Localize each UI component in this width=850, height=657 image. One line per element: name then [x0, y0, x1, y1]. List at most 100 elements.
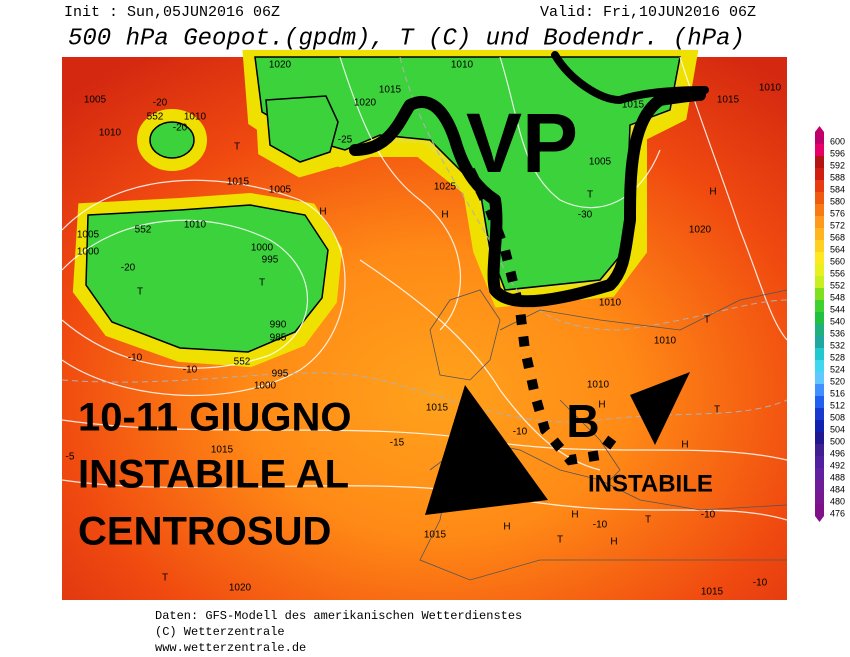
map-label: 990 — [270, 320, 287, 331]
arrow-triangle — [425, 385, 548, 515]
legend-swatch — [815, 336, 824, 348]
legend: 600 596 592 588 584 580 576 572 568 564 560 556 552 5… — [815, 126, 845, 522]
legend-swatch — [815, 228, 824, 240]
legend-label: 560 — [830, 256, 845, 266]
map-label: T — [137, 287, 143, 298]
legend-label: 568 — [830, 232, 845, 242]
legend-swatch — [815, 156, 824, 168]
legend-swatch — [815, 144, 824, 156]
legend-swatch — [815, 324, 824, 336]
legend-label: 532 — [830, 340, 845, 350]
map-label: H — [610, 537, 617, 548]
map-label: 1015 — [622, 100, 645, 111]
trough-line — [349, 89, 706, 308]
map-label: T — [557, 535, 563, 546]
legend-swatch — [815, 264, 824, 276]
map-label: 552 — [234, 357, 251, 368]
legend-swatch — [815, 300, 824, 312]
dotted-axis — [465, 167, 619, 466]
map-label: 1010 — [587, 380, 610, 391]
legend-label: 520 — [830, 376, 845, 386]
map-label: H — [441, 210, 448, 221]
map-label: H — [598, 400, 605, 411]
legend-label: 556 — [830, 268, 845, 278]
legend-swatch — [815, 504, 824, 516]
map-label: T — [587, 190, 593, 201]
map-label: 552 — [147, 112, 164, 123]
map-label: H — [709, 187, 716, 198]
map-label: 1010 — [99, 128, 122, 139]
note-line: 10-11 GIUGNO — [78, 396, 351, 440]
legend-swatch — [815, 444, 824, 456]
map-label: T — [234, 142, 240, 153]
map-label: 1020 — [269, 60, 292, 71]
legend-label: 476 — [830, 508, 845, 518]
map-label: 1020 — [354, 98, 377, 109]
legend-label: 524 — [830, 364, 845, 374]
map-label: -10 — [183, 365, 198, 376]
legend-swatch — [815, 204, 824, 216]
legend-label: 484 — [830, 484, 845, 494]
legend-label: 600 — [830, 136, 845, 146]
map-label: 1010 — [451, 60, 474, 71]
legend-swatch — [815, 216, 824, 228]
map-label: -15 — [390, 438, 405, 449]
temperature-lines — [61, 56, 788, 423]
legend-swatch — [815, 420, 824, 432]
map-label: 1015 — [379, 85, 402, 96]
map-label: 1000 — [254, 381, 277, 392]
legend-swatch — [815, 132, 824, 144]
legend-label: 508 — [830, 412, 845, 422]
map-label: 1020 — [229, 583, 252, 594]
legend-label: 572 — [830, 220, 845, 230]
legend-label: 528 — [830, 352, 845, 362]
legend-label: 584 — [830, 184, 845, 194]
map-label: 552 — [135, 225, 152, 236]
legend-swatch — [815, 468, 824, 480]
legend-swatch — [815, 180, 824, 192]
map-label: H — [681, 440, 688, 451]
note-line: CENTROSUD — [78, 510, 331, 554]
legend-label: 576 — [830, 208, 845, 218]
overlay-drawing: VP B 10-11 GIUGNO INSTABILE AL CENTROSUD… — [78, 51, 713, 554]
note-line: INSTABILE AL — [78, 453, 349, 497]
valid-time: Valid: Fri,10JUN2016 06Z — [540, 4, 756, 21]
footer-url: www.wetterzentrale.de — [155, 641, 306, 655]
instabile-label: INSTABILE — [588, 470, 713, 497]
map-label: 1010 — [184, 220, 207, 231]
legend-label: 504 — [830, 424, 845, 434]
legend-label: 596 — [830, 148, 845, 158]
legend-label: 580 — [830, 196, 845, 206]
legend-swatch — [815, 480, 824, 492]
legend-swatch — [815, 372, 824, 384]
legend-label: 588 — [830, 172, 845, 182]
map-label: 1010 — [184, 112, 207, 123]
legend-label: 564 — [830, 244, 845, 254]
map-label: 1000 — [251, 243, 274, 254]
map-label: 1010 — [599, 298, 622, 309]
map-label: T — [162, 573, 168, 584]
map-label: -10 — [513, 427, 528, 438]
footer-source: Daten: GFS-Modell des amerikanischen Wet… — [155, 609, 522, 623]
legend-cap — [815, 516, 824, 522]
legend-label: 480 — [830, 496, 845, 506]
legend-label: 552 — [830, 280, 845, 290]
legend-swatch — [815, 456, 824, 468]
map-label: T — [714, 405, 720, 416]
map-label: T — [259, 278, 265, 289]
legend-label: 512 — [830, 400, 845, 410]
legend-label: 548 — [830, 292, 845, 302]
footer-copyright: (C) Wetterzentrale — [155, 625, 285, 639]
map-label: -10 — [753, 578, 768, 589]
arrow-triangle — [630, 372, 690, 445]
map-label: 985 — [270, 333, 287, 344]
map-label: T — [645, 515, 651, 526]
map-title: 500 hPa Geopot.(gpdm), T (C) und Bodendr… — [68, 25, 745, 52]
low-label: B — [566, 395, 599, 447]
legend-swatch — [815, 192, 824, 204]
map-label: 1020 — [689, 225, 712, 236]
legend-swatch — [815, 288, 824, 300]
map-label: 1015 — [426, 403, 449, 414]
